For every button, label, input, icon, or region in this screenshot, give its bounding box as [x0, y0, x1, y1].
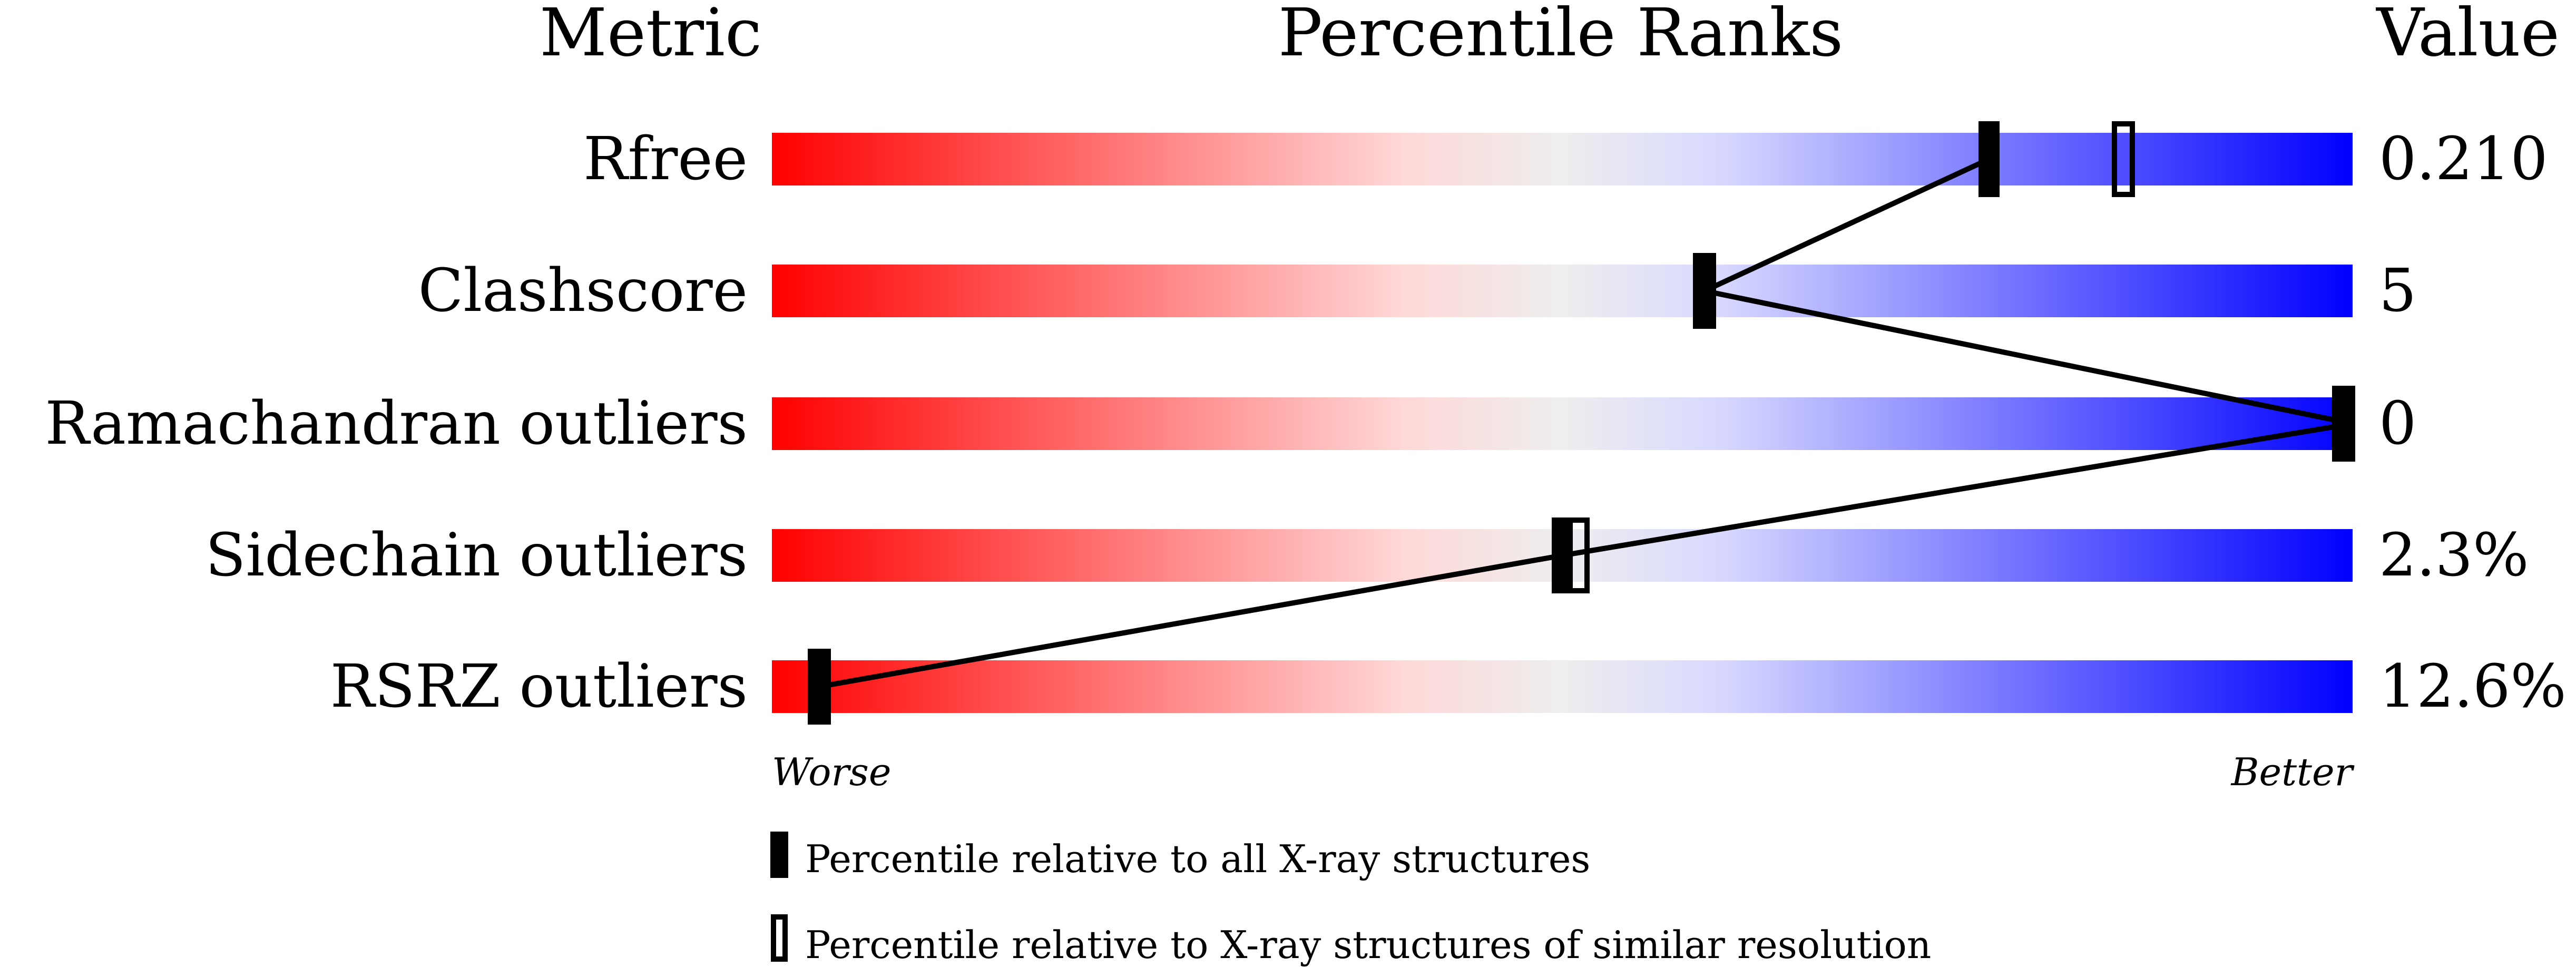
connector-line [819, 553, 1563, 689]
marker-all-structures [1694, 253, 1715, 329]
metric-value: 12.6% [2379, 652, 2567, 721]
metric-label: RSRZ outliers [330, 652, 748, 721]
legend-similar-label: Percentile relative to X-ray structures … [805, 923, 1931, 967]
percentile-bar [772, 397, 2353, 450]
marker-all-structures [1552, 517, 1573, 593]
percentile-bar [772, 265, 2353, 317]
axis-worse-label: Worse [772, 750, 891, 794]
metric-label: Rfree [583, 125, 748, 193]
metric-value: 2.3% [2379, 521, 2529, 590]
marker-all-structures [2333, 386, 2354, 462]
metric-label: Sidechain outliers [205, 521, 748, 590]
connector-line [1562, 421, 2353, 558]
marker-all-structures [1978, 121, 2000, 197]
metric-label: Ramachandran outliers [45, 389, 748, 458]
marker-similar-resolution [2112, 121, 2135, 197]
metric-label: Clashscore [418, 257, 748, 325]
legend-all-marker [770, 832, 788, 878]
header-value: Value [2375, 0, 2560, 71]
legend-similar-marker [771, 914, 788, 962]
axis-better-label: Better [2230, 750, 2355, 794]
connector-line [1703, 288, 2354, 426]
marker-all-structures [809, 649, 830, 725]
metric-value: 5 [2379, 257, 2416, 325]
metric-value: 0 [2379, 389, 2416, 458]
percentile-bar [772, 133, 2353, 185]
header-metric: Metric [540, 0, 762, 71]
connector-line [1703, 157, 1991, 294]
metric-value: 0.210 [2379, 125, 2548, 193]
header-percentile-ranks: Percentile Ranks [1278, 0, 1844, 71]
legend-all-label: Percentile relative to all X-ray structu… [805, 837, 1590, 881]
percentile-bar [772, 660, 2353, 713]
